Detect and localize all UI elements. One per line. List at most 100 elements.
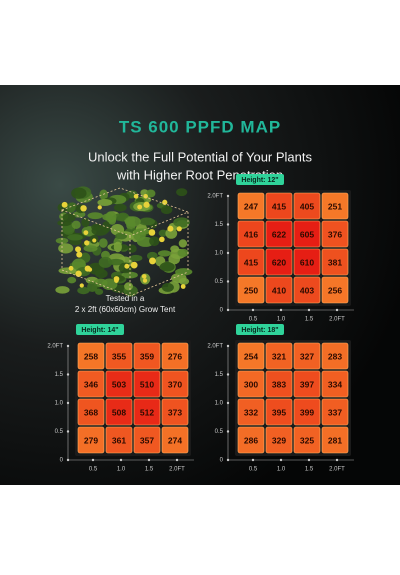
leaf	[55, 237, 69, 244]
cell-value: 373	[168, 407, 182, 417]
tick-dot	[307, 308, 311, 312]
cell-value: 250	[244, 285, 258, 295]
cell-value: 361	[112, 435, 126, 445]
tick-dot	[226, 251, 230, 255]
caption: 2 x 2ft (60x60cm) Grow Tent	[75, 305, 176, 314]
cell-value: 381	[328, 257, 342, 267]
cell-value: 337	[328, 407, 342, 417]
leaf	[87, 212, 103, 220]
cell	[77, 370, 105, 398]
cell	[133, 370, 161, 398]
flower	[167, 225, 174, 232]
cell	[293, 248, 321, 276]
cell	[293, 192, 321, 220]
leaf	[112, 213, 129, 221]
cell-value: 503	[112, 379, 126, 389]
cell-value: 357	[140, 435, 154, 445]
tick-dot	[91, 458, 95, 462]
leaf	[71, 187, 87, 199]
cell-value: 334	[328, 379, 342, 389]
cell	[265, 220, 293, 248]
cell	[105, 342, 133, 370]
leaf	[99, 189, 108, 200]
cell	[321, 398, 349, 426]
height-label: Height: 18"	[241, 327, 278, 334]
leaf	[81, 217, 90, 228]
leaf	[66, 203, 76, 213]
cell-value: 327	[300, 351, 314, 361]
cell	[133, 398, 161, 426]
cell	[321, 248, 349, 276]
height-badge	[76, 324, 124, 335]
y-tick-label: 0.5	[55, 429, 64, 435]
tick-dot	[307, 458, 311, 462]
leaf	[98, 238, 108, 248]
cell	[77, 426, 105, 454]
leaf	[173, 217, 191, 228]
x-tick-label: 1.0	[277, 317, 286, 323]
cell	[105, 398, 133, 426]
leaf	[127, 244, 137, 253]
cell-value: 403	[300, 285, 314, 295]
x-tick-label: 1.0	[117, 467, 126, 473]
cell	[293, 426, 321, 454]
leaf	[67, 276, 77, 284]
leaf	[101, 278, 118, 291]
cell-value: 405	[300, 201, 314, 211]
grid-bg	[75, 340, 191, 456]
leaf	[87, 281, 98, 293]
y-tick-label: 0	[220, 458, 224, 464]
leaf	[124, 216, 141, 227]
cell-value: 321	[272, 351, 286, 361]
grid-bg	[235, 190, 351, 306]
cell-value: 605	[300, 229, 314, 239]
x-tick-label: 1.5	[145, 467, 154, 473]
leaf	[124, 282, 133, 291]
tick-dot	[66, 401, 70, 405]
cell-value: 508	[112, 407, 126, 417]
cell	[321, 426, 349, 454]
cell-value: 256	[328, 285, 342, 295]
flower	[80, 205, 87, 212]
flower	[137, 204, 143, 210]
cell	[161, 342, 189, 370]
flower	[176, 226, 182, 232]
plant-photo	[55, 186, 193, 297]
y-tick-label: 2.0FT	[207, 194, 223, 200]
height-badge	[236, 174, 284, 185]
cell	[237, 220, 265, 248]
flower	[68, 265, 74, 271]
cell-value: 397	[300, 379, 314, 389]
leaf	[91, 225, 109, 236]
cell	[265, 370, 293, 398]
cell-value: 410	[272, 285, 286, 295]
leaf	[77, 286, 90, 295]
height-label: Height: 14"	[81, 327, 118, 334]
tick-dot	[279, 458, 283, 462]
cell-value: 415	[244, 257, 258, 267]
tent-outline	[60, 187, 190, 297]
leaf	[149, 236, 160, 247]
leaf	[146, 251, 158, 260]
flower	[133, 193, 139, 199]
flower	[75, 270, 82, 277]
x-tick-label: 2.0FT	[329, 467, 345, 473]
y-tick-label: 2.0FT	[207, 344, 223, 350]
tick-dot	[226, 280, 230, 283]
leaf	[157, 250, 172, 257]
tick-dot	[226, 223, 230, 226]
cell-value: 254	[244, 351, 258, 361]
flower	[87, 267, 93, 272]
leaf	[138, 217, 155, 226]
leaf	[129, 254, 143, 262]
cell	[265, 248, 293, 276]
y-tick-label: 1.0	[55, 401, 64, 407]
y-tick-label: 0.5	[215, 429, 224, 435]
cell	[293, 276, 321, 304]
y-tick-label: 1.0	[215, 401, 224, 407]
cell-value: 286	[244, 435, 258, 445]
flower	[61, 201, 68, 208]
cell	[105, 426, 133, 454]
leaf	[121, 271, 138, 279]
